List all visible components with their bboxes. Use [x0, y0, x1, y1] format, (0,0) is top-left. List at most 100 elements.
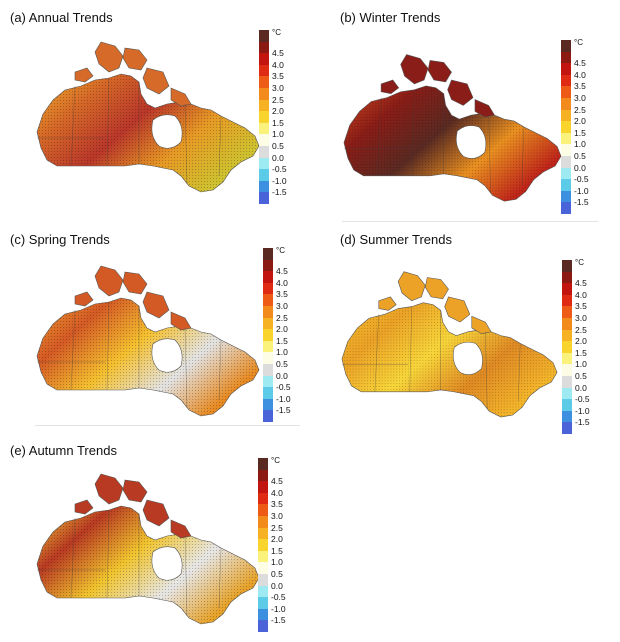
colorbar-swatch: [263, 259, 273, 272]
legend-tick-label: 4.5: [276, 266, 288, 277]
legend-tick-label: 3.5: [575, 301, 587, 312]
colorbar-swatch: [259, 122, 269, 135]
hudson-bay: [151, 546, 183, 581]
colorbar-swatch: [562, 364, 572, 376]
colorbar-legend-autumn: °C 4.5 4.0 3.5 3.0 2.5 2.0 1.5 1.0 0.5 0.0 -0.5 -1.0…: [258, 456, 300, 632]
arctic-island: [142, 499, 170, 527]
legend-tick-label: 4.0: [272, 59, 284, 70]
colorbar-swatch: [562, 352, 572, 365]
legend-tick-label: 0.5: [276, 359, 288, 369]
colorbar-legend-summer: °C 4.5 4.0 3.5 3.0 2.5 2.0 1.5 1.0 0.5 0.0 -0.5 -1.0…: [562, 258, 604, 434]
colorbar-swatch: [258, 515, 268, 528]
provincial-border: [218, 547, 222, 609]
legend-tick-label: -1.5: [272, 187, 287, 198]
provincial-border: [218, 339, 222, 401]
arctic-island: [170, 519, 192, 539]
legend-tick-label: 0.5: [272, 141, 284, 151]
colorbar-swatch: [263, 340, 273, 353]
legend-tick-label: -0.5: [276, 382, 291, 393]
colorbar-swatch: [259, 169, 269, 181]
legend-tick-label: 3.5: [574, 81, 586, 92]
arctic-island: [471, 315, 492, 335]
colorbar-swatch: [259, 30, 269, 42]
colorbar-swatch: [258, 573, 268, 586]
provincial-border: [409, 306, 412, 392]
legend-tick-label: 2.0: [575, 336, 587, 347]
legend-tick-label: 3.5: [271, 499, 283, 510]
colorbar-swatch: [561, 167, 571, 180]
legend-tick-label: 4.5: [574, 58, 586, 69]
colorbar-swatch: [561, 190, 571, 203]
provincial-border: [218, 115, 222, 177]
colorbar: [561, 40, 571, 214]
arctic-island: [122, 47, 148, 71]
provincial-border: [518, 343, 521, 402]
colorbar-swatch: [258, 620, 268, 632]
hudson-bay: [455, 125, 487, 159]
arctic-island: [444, 296, 471, 323]
provincial-border: [184, 327, 188, 409]
provincial-border: [485, 331, 488, 410]
legend-tick-label: -1.0: [276, 393, 291, 404]
colorbar-swatch: [259, 76, 269, 88]
legend-tick-label: 4.5: [575, 278, 587, 289]
canada-map-annual: [36, 41, 260, 193]
panel-divider: [342, 221, 598, 222]
canada-map-summer: [341, 271, 558, 418]
colorbar-swatch: [561, 121, 571, 133]
panel-title-annual: (a) Annual Trends: [10, 10, 113, 25]
colorbar: [259, 30, 269, 204]
legend-tick-label: 1.0: [272, 129, 284, 140]
colorbar-swatch: [258, 527, 268, 540]
arctic-island: [74, 67, 94, 83]
provincial-border: [488, 115, 491, 194]
arctic-island: [94, 41, 124, 73]
canada-map-winter: [343, 54, 562, 202]
arctic-island: [94, 265, 124, 297]
canada-map-spring: [36, 265, 260, 417]
legend-tick-label: 1.5: [574, 127, 586, 138]
colorbar-swatch: [263, 329, 273, 341]
arctic-island: [424, 277, 449, 300]
legend-tick-label: -0.5: [574, 174, 589, 185]
colorbar-swatch: [263, 352, 273, 364]
legend-unit: °C: [575, 258, 584, 267]
colorbar-swatch: [562, 329, 572, 342]
colorbar-legend-annual: °C 4.5 4.0 3.5 3.0 2.5 2.0 1.5 1.0 0.5 0.0 -0.5 -1.0…: [259, 28, 301, 204]
colorbar-legend-spring: °C 4.5 4.0 3.5 3.0 2.5 2.0 1.5 1.0 0.5 0.0 -0.5 -1.0…: [263, 246, 305, 422]
colorbar-swatch: [561, 144, 571, 156]
legend-tick-label: 0.5: [271, 569, 283, 579]
provincial-border: [376, 97, 382, 176]
provincial-border: [70, 517, 76, 599]
legend-tick-label: 4.0: [575, 289, 587, 300]
legend-tick-label: -0.5: [272, 164, 287, 175]
provincial-border: [374, 314, 379, 392]
arctic-island: [378, 296, 397, 311]
colorbar-swatch: [258, 608, 268, 621]
colorbar-swatch: [259, 180, 269, 193]
arctic-island: [170, 311, 192, 331]
provincial-border: [106, 509, 110, 599]
legend-tick-label: 1.0: [271, 557, 283, 568]
legend-tick-label: 2.0: [271, 534, 283, 545]
legend-tick-label: 1.5: [575, 347, 587, 358]
colorbar-swatch: [561, 132, 571, 145]
legend-tick-label: 2.0: [574, 116, 586, 127]
colorbar-swatch: [258, 550, 268, 563]
colorbar-swatch: [263, 387, 273, 399]
colorbar-swatch: [259, 99, 269, 112]
legend-tick-label: 2.5: [575, 324, 587, 335]
legend-tick-label: 3.0: [575, 313, 587, 323]
colorbar-swatch: [562, 375, 572, 388]
colorbar-swatch: [263, 248, 273, 260]
colorbar-swatch: [263, 410, 273, 422]
provincial-border: [184, 535, 188, 617]
legend-tick-label: 0.0: [575, 382, 587, 393]
colorbar-swatch: [258, 539, 268, 551]
significance-stipple: [341, 302, 558, 418]
colorbar-swatch: [263, 294, 273, 306]
colorbar-swatch: [259, 157, 269, 170]
legend-tick-label: 2.0: [272, 106, 284, 117]
hudson-bay: [151, 338, 183, 373]
colorbar-swatch: [561, 109, 571, 122]
